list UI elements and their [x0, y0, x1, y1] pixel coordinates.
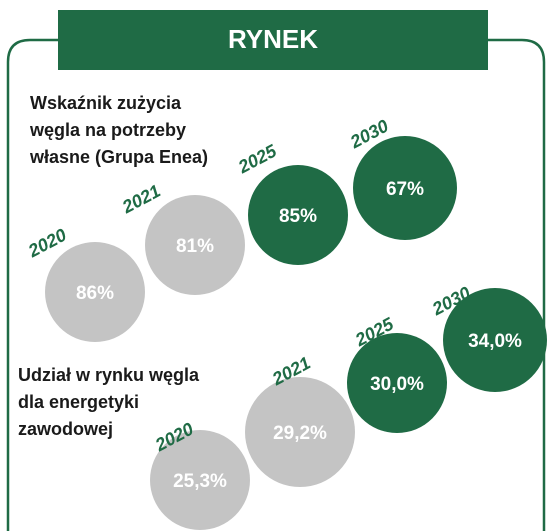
bubble — [443, 288, 547, 392]
bubble — [45, 242, 145, 342]
bubble-value: 34,0% — [468, 331, 522, 352]
frame — [6, 38, 546, 531]
bubble — [145, 195, 245, 295]
header-box — [58, 10, 488, 70]
bubble-value: 67% — [386, 179, 424, 200]
bubble-value: 86% — [76, 283, 114, 304]
bubble-value: 81% — [176, 236, 214, 257]
section-title: Wskaźnik zużycia — [30, 93, 182, 113]
bubble-value: 25,3% — [173, 471, 227, 492]
section-title: Udział w rynku węgla — [18, 365, 200, 385]
section-title: własne (Grupa Enea) — [29, 147, 208, 167]
section-title: węgla na potrzeby — [29, 120, 186, 140]
bubble — [353, 136, 457, 240]
bubble — [347, 333, 447, 433]
bubble — [150, 430, 250, 530]
bubble-value: 29,2% — [273, 423, 327, 444]
bubble-value: 30,0% — [370, 374, 424, 395]
bubble — [248, 165, 348, 265]
section-title: zawodowej — [18, 419, 113, 439]
header-title: RYNEK — [228, 24, 318, 54]
year-label: 2021 — [118, 181, 164, 218]
bubble-value: 85% — [279, 206, 317, 227]
bubble — [245, 377, 355, 487]
section-title: dla energetyki — [18, 392, 139, 412]
